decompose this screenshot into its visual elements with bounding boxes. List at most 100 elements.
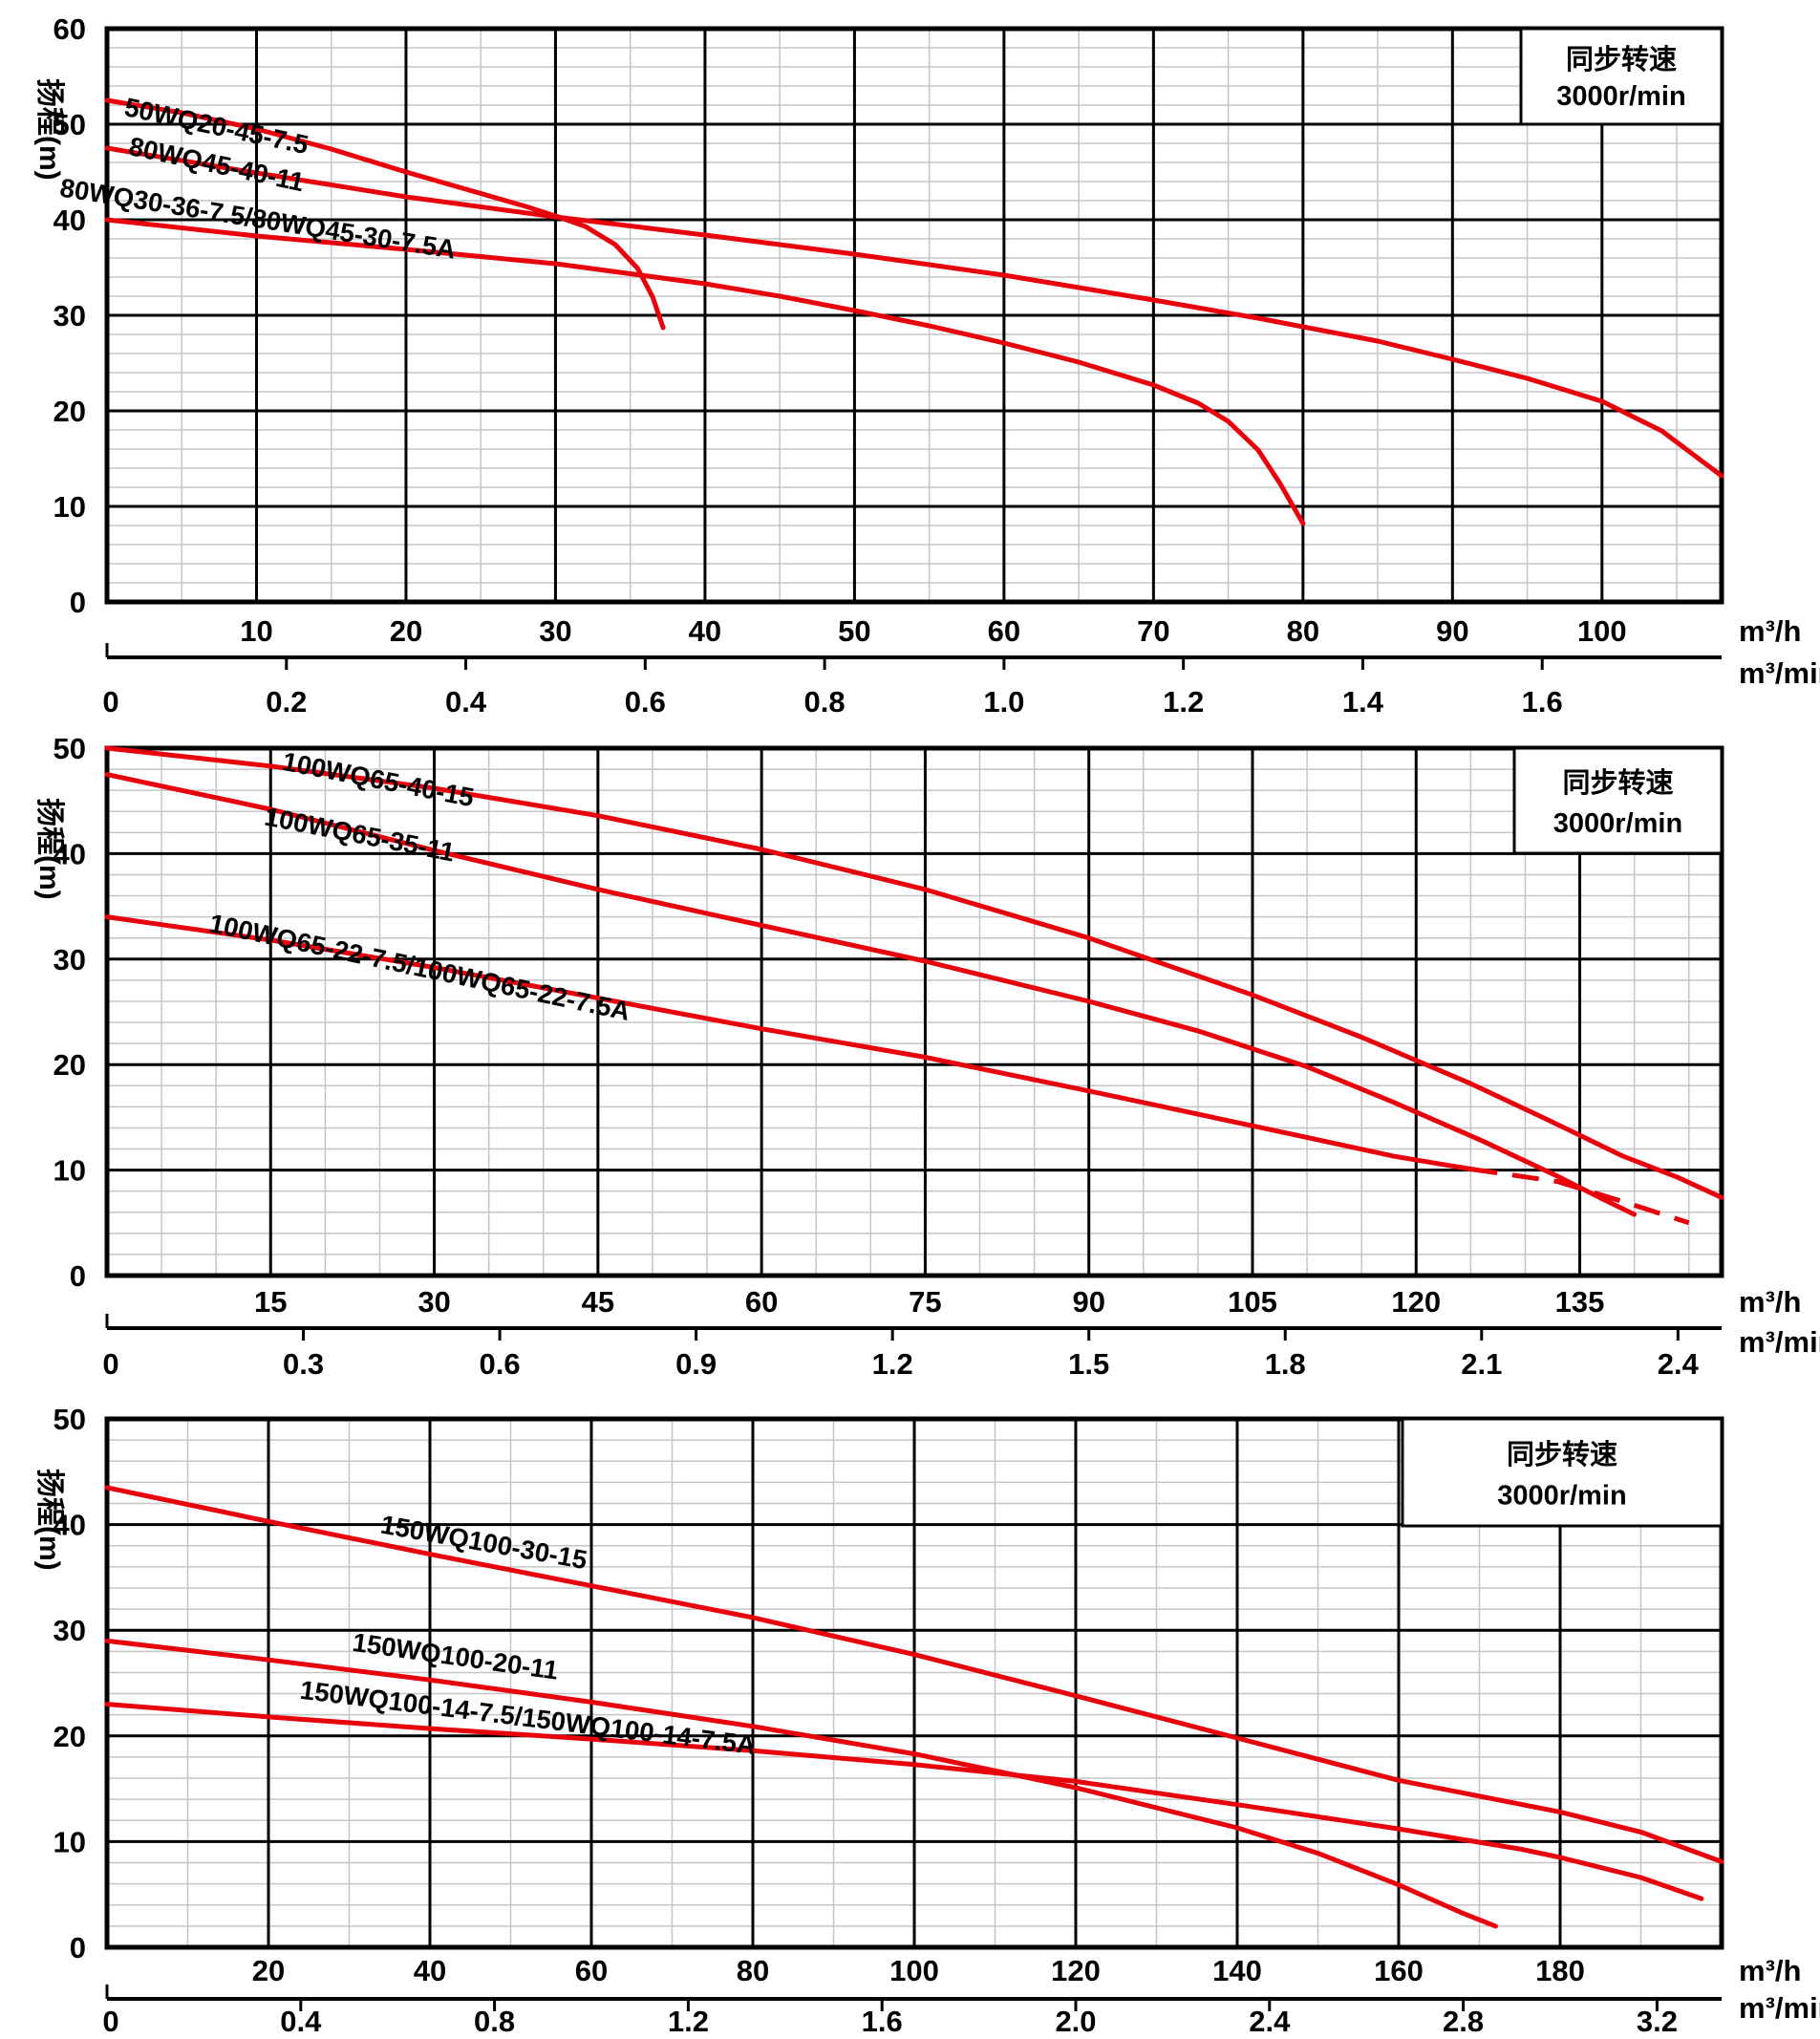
m3min-ruler: 0 0.2 0.4 0.6 0.8 1.0 1.2 1.4 1.6 [102,643,1722,719]
y-axis-title: 扬程(m) [33,78,65,181]
x-tick-label-m3h: 30 [418,1285,450,1319]
x-tick-label-m3h: 80 [737,1954,769,1987]
x-tick-label-m3min: 0.8 [474,2005,515,2034]
speed-label-line1: 同步转速 [1562,767,1673,799]
major-grid [107,29,1722,602]
x-tick-label-m3min: 0.4 [280,2005,322,2034]
x-tick-label-m3min: 0 [102,685,118,719]
pump-curve-1 [104,745,1724,1200]
chart-1: 同步转速 3000r/min 扬程(m) 0 10 20 30 40 50 60 10 20 30 40 5… [33,12,1820,719]
x-tick-label-m3h: 70 [1137,614,1169,648]
y-tick-label: 10 [54,1825,86,1858]
x-tick-label-m3h: 90 [1436,614,1468,648]
y-tick-label: 50 [54,732,86,765]
x-tick-label-m3h: 120 [1051,1954,1101,1987]
x-tick-label-m3h: 135 [1555,1285,1605,1319]
speed-label-line1: 同步转速 [1507,1439,1617,1470]
x-tick-label-m3min: 1.2 [668,2005,709,2034]
m3min-ruler: 0 0.3 0.6 0.9 1.2 1.5 1.8 2.1 2.4 [102,1314,1722,1381]
speed-label-line2: 3000r/min [1556,81,1685,112]
x-tick-label-m3min: 2.4 [1658,1347,1700,1381]
x-tick-label-m3h: 60 [575,1954,608,1987]
x-tick-label-m3min: 1.0 [983,685,1024,719]
x-tick-label-m3h: 15 [254,1285,287,1319]
speed-annotation-box: 同步转速 3000r/min [1519,27,1724,126]
y-axis-title: 扬程(m) [33,1469,65,1571]
x-tick-label-m3h: 160 [1374,1954,1424,1987]
y-tick-label: 20 [54,395,86,428]
x-tick-label-m3min: 1.2 [872,1347,913,1381]
x-tick-label-m3min: 1.6 [1522,685,1563,719]
x-tick-label-m3min: 0 [102,2005,118,2034]
x-tick-label-m3h: 140 [1212,1954,1262,1987]
y-tick-label: 60 [54,12,86,46]
x-tick-label-m3min: 3.2 [1637,2005,1678,2034]
pump-curve-3 [104,914,1473,1171]
x-unit-m3min: m³/min [1739,1325,1820,1359]
x-tick-label-m3h: 180 [1535,1954,1585,1987]
x-tick-label-m3h: 30 [539,614,571,648]
major-grid [107,1419,1722,1947]
x-tick-label-m3h: 80 [1287,614,1319,648]
y-tick-label: 30 [54,943,86,977]
pump-curve-2 [104,145,1724,479]
y-tick-label: 50 [54,1403,86,1436]
x-tick-label-m3h: 105 [1228,1285,1277,1319]
x-unit-m3h: m³/h [1739,1954,1801,1987]
x-tick-label-m3min: 2.4 [1249,2005,1291,2034]
pump-curve-3-dashed-tail [1470,1167,1690,1226]
x-tick-label-m3h: 50 [838,614,870,648]
x-tick-label-m3min: 0.3 [283,1347,324,1381]
x-tick-label-m3h: 20 [252,1954,285,1987]
pump-curve-1 [104,97,666,331]
y-tick-label: 50 [54,108,86,141]
x-tick-label-m3min: 0.6 [625,685,666,719]
speed-annotation-box: 同步转速 3000r/min [1512,746,1724,855]
y-tick-label: 10 [54,1154,86,1188]
pump-curve-3 [104,1702,1704,1901]
y-tick-label: 30 [54,299,86,333]
plot-border [104,26,1724,605]
x-tick-label-m3min: 1.8 [1265,1347,1306,1381]
y-tick-label: 40 [54,1509,86,1542]
plot-border [104,745,1724,1278]
pump-curve-2 [104,772,1638,1217]
y-tick-label: 30 [54,1614,86,1647]
speed-annotation-box: 同步转速 3000r/min [1401,1417,1724,1528]
x-tick-label-m3min: 2.1 [1461,1347,1502,1381]
x-tick-label-m3min: 0.4 [445,685,487,719]
x-tick-label-m3min: 0.8 [804,685,846,719]
x-tick-label-m3min: 1.5 [1068,1347,1109,1381]
speed-label-line2: 3000r/min [1497,1481,1626,1512]
x-tick-label-m3min: 1.4 [1342,685,1384,719]
pump-curve-3 [104,217,1306,526]
speed-annotation-rect [1512,746,1724,855]
x-unit-m3h: m³/h [1739,1285,1801,1319]
x-tick-label-m3h: 100 [1577,614,1627,648]
x-tick-label-m3min: 1.6 [862,2005,903,2034]
x-tick-label-m3h: 90 [1072,1285,1104,1319]
x-tick-label-m3h: 60 [745,1285,778,1319]
y-tick-label: 40 [54,837,86,870]
speed-annotation-rect [1401,1417,1724,1528]
plot-border [104,1416,1724,1950]
x-unit-m3min: m³/min [1739,656,1820,690]
x-tick-label-m3min: 2.0 [1055,2005,1096,2034]
x-unit-m3min: m³/min [1739,1991,1820,2025]
chart-3: 同步转速 3000r/min 扬程(m) 0 10 20 30 40 50 20 40 60 80 100… [33,1403,1820,2038]
x-tick-label-m3h: 40 [414,1954,446,1987]
speed-annotation-rect [1519,27,1724,126]
x-tick-label-m3h: 75 [909,1285,941,1319]
x-tick-label-m3h: 40 [689,614,721,648]
y-tick-label: 20 [54,1048,86,1082]
speed-label-line2: 3000r/min [1553,808,1682,839]
y-tick-label: 20 [54,1720,86,1753]
y-axis-title: 扬程(m) [33,798,65,900]
pump-curve-1 [104,1485,1724,1864]
x-tick-label-m3h: 100 [889,1954,939,1987]
m3min-ruler: 0 0.4 0.8 1.2 1.6 2.0 2.4 2.8 3.2 [102,1985,1722,2038]
x-unit-m3h: m³/h [1739,614,1801,648]
chart-2: 同步转速 3000r/min 扬程(m) 0 10 20 30 40 50 15 30 45 60 75 9… [33,732,1820,1381]
